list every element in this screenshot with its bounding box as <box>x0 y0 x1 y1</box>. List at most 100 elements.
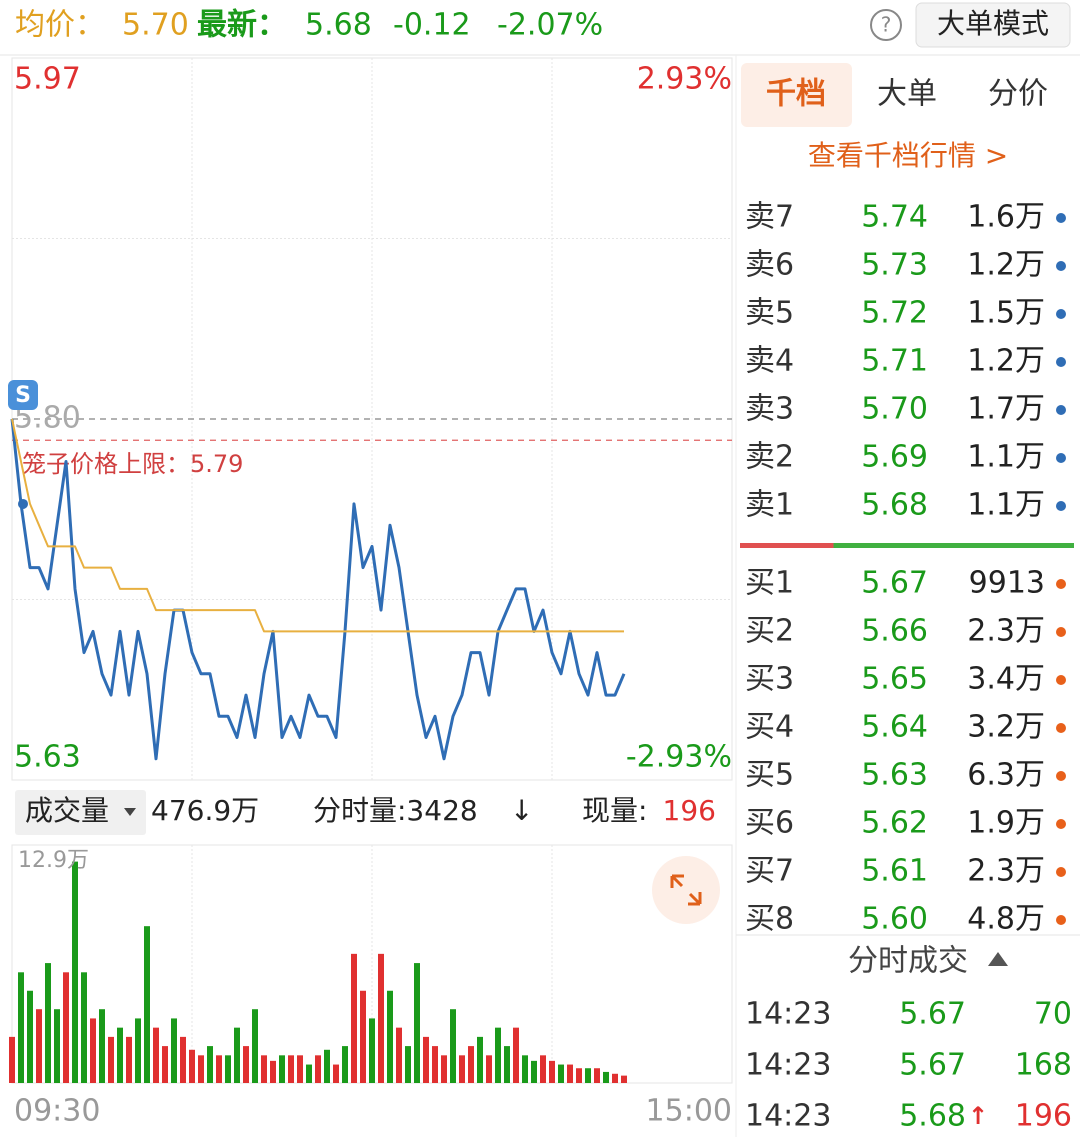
level-price: 5.67 <box>861 566 928 601</box>
volume-bar <box>459 1055 465 1083</box>
trade-price: 5.67 <box>899 997 966 1032</box>
volume-bar <box>612 1073 618 1083</box>
level-label: 买8 <box>745 902 794 937</box>
tab-active-bg <box>741 63 852 127</box>
y-tick-label: 5.97 <box>14 62 81 97</box>
volume-bar <box>144 926 150 1083</box>
tab[interactable]: 大单 <box>877 77 937 112</box>
tab[interactable]: 分价 <box>988 77 1048 112</box>
buy-ratio-bar <box>740 543 834 548</box>
level-dot <box>1056 213 1066 223</box>
price-line <box>10 418 626 761</box>
level-dot <box>1056 261 1066 271</box>
sell-ratio-bar <box>833 543 1074 548</box>
volume-bar <box>396 1027 402 1083</box>
level-price: 5.71 <box>861 344 928 379</box>
level-label: 卖4 <box>745 344 794 379</box>
volume-bar <box>225 1055 231 1083</box>
volume-bar <box>243 1046 249 1083</box>
mode-button-text: 大单模式 <box>937 7 1049 40</box>
expand-button[interactable] <box>652 856 720 924</box>
help-icon[interactable] <box>870 9 902 41</box>
level-label: 买5 <box>745 758 794 793</box>
level-volume: 3.2万 <box>967 710 1045 745</box>
level-dot <box>1056 357 1066 367</box>
volume-bar <box>153 1027 159 1083</box>
level-label: 卖1 <box>745 488 794 523</box>
volume-bar <box>63 972 69 1083</box>
volume-bar <box>603 1071 609 1083</box>
expand-icon <box>670 874 702 906</box>
y2-tick-label: -2.93% <box>626 740 732 775</box>
volume-bar <box>558 1064 564 1083</box>
level-volume: 1.6万 <box>967 200 1045 235</box>
volume-bar <box>90 1018 96 1083</box>
volume-bar <box>468 1046 474 1083</box>
latest-price: 5.68 <box>305 8 372 43</box>
trade-volume: 70 <box>1034 997 1072 1032</box>
total-volume: 476.9万 <box>151 794 259 827</box>
sort-arrow[interactable] <box>988 952 1008 966</box>
volume-bar <box>189 1049 195 1083</box>
level-dot <box>1056 723 1066 733</box>
volume-bar <box>585 1068 591 1083</box>
volume-bar <box>279 1055 285 1083</box>
level-link[interactable]: 查看千档行情 > <box>808 139 1008 172</box>
badge <box>8 380 38 410</box>
volume-bar <box>621 1075 627 1083</box>
level-volume: 6.3万 <box>967 758 1045 793</box>
volume-bar <box>270 1060 276 1083</box>
volume-bar <box>36 1009 42 1083</box>
volume-bar <box>288 1055 294 1083</box>
start-dot <box>18 498 28 509</box>
cap-label: 笼子价格上限：5.79 <box>22 450 243 478</box>
level-volume: 9913 <box>969 566 1045 601</box>
level-volume: 1.7万 <box>967 392 1045 427</box>
volume-bar <box>450 1009 456 1083</box>
level-label: 买7 <box>745 854 794 889</box>
volume-bar <box>162 1046 168 1083</box>
level-volume: 2.3万 <box>967 854 1045 889</box>
volume-select[interactable] <box>15 790 146 835</box>
trade-arrow: ↑ <box>968 1102 988 1130</box>
volume-bar <box>441 1055 447 1083</box>
level-label: 买6 <box>745 806 794 841</box>
trades-title: 分时成交 <box>848 944 968 979</box>
volume-bar <box>171 1018 177 1083</box>
level-label: 卖5 <box>745 296 794 331</box>
latest-label: 最新： <box>197 8 287 43</box>
volume-bar <box>594 1068 600 1083</box>
level-volume: 4.8万 <box>967 902 1045 937</box>
volume-bar <box>72 861 78 1083</box>
level-dot <box>1056 675 1066 685</box>
level-volume: 1.5万 <box>967 296 1045 331</box>
trade-price: 5.67 <box>899 1048 966 1083</box>
level-dot <box>1056 453 1066 463</box>
level-volume: 1.1万 <box>967 440 1045 475</box>
help-text: ? <box>881 13 892 37</box>
level-price: 5.74 <box>861 200 928 235</box>
volume-bar <box>378 953 384 1083</box>
trade-time: 14:23 <box>745 1099 831 1134</box>
volume-bar <box>342 1046 348 1083</box>
price-line <box>11 418 624 633</box>
tab[interactable]: 千档 <box>766 77 826 112</box>
volume-bar <box>198 1055 204 1083</box>
y-tick-label: 12.9万 <box>18 848 89 873</box>
volume-bar <box>9 1036 15 1083</box>
volume-bar <box>18 972 24 1083</box>
level-volume: 1.9万 <box>967 806 1045 841</box>
mode-button[interactable] <box>915 2 1071 48</box>
volume-bar <box>45 963 51 1083</box>
level-dot <box>1056 867 1066 877</box>
y-tick-label: 5.63 <box>14 740 81 775</box>
level-volume: 1.2万 <box>967 344 1045 379</box>
dropdown-arrow <box>124 808 136 816</box>
volume-select-text: 成交量 <box>25 794 109 827</box>
level-label: 卖7 <box>745 200 794 235</box>
current-volume: 196 <box>663 794 716 827</box>
trade-time: 14:23 <box>745 997 831 1032</box>
level-dot <box>1056 819 1066 829</box>
change-pct: -2.07% <box>497 8 603 43</box>
